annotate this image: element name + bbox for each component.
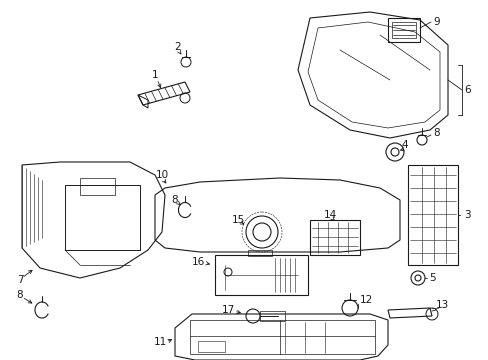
Text: 8: 8 xyxy=(17,290,23,300)
Text: 9: 9 xyxy=(433,17,439,27)
Text: 13: 13 xyxy=(434,300,447,310)
Text: 15: 15 xyxy=(231,215,244,225)
Text: 11: 11 xyxy=(153,337,166,347)
Text: 14: 14 xyxy=(323,210,336,220)
Text: 2: 2 xyxy=(174,42,181,52)
Text: 7: 7 xyxy=(17,275,23,285)
Text: 1: 1 xyxy=(151,70,158,80)
Text: 17: 17 xyxy=(221,305,234,315)
Text: 5: 5 xyxy=(428,273,434,283)
Text: 6: 6 xyxy=(464,85,470,95)
Text: 8: 8 xyxy=(433,128,439,138)
Text: 10: 10 xyxy=(155,170,168,180)
Text: 12: 12 xyxy=(359,295,372,305)
Text: 8: 8 xyxy=(171,195,178,205)
Text: 4: 4 xyxy=(401,140,407,150)
Text: 16: 16 xyxy=(191,257,204,267)
Text: 3: 3 xyxy=(463,210,469,220)
